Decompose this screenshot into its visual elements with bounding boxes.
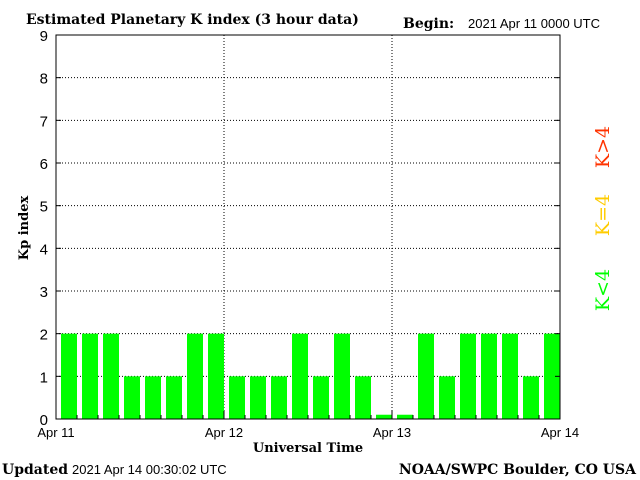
x-tick-labels: Apr 11 Apr 12 Apr 13 Apr 14 [37, 425, 579, 440]
y-tick-label: 4 [40, 241, 48, 258]
kp-bar [376, 414, 392, 419]
kp-bar [397, 414, 413, 419]
source-credit: NOAA/SWPC Boulder, CO USA [399, 462, 637, 478]
x-axis-label: Universal Time [253, 441, 363, 456]
kp-bar [124, 376, 140, 419]
updated-label: Updated [2, 462, 68, 478]
y-tick-labels: 0 1 2 3 4 5 6 7 8 9 [40, 28, 48, 429]
kp-bar [208, 333, 224, 419]
y-tick-label: 8 [40, 71, 48, 88]
kp-bar [355, 376, 371, 419]
legend-k-below-4: K<4 [592, 269, 614, 311]
x-tick-label: Apr 13 [373, 425, 411, 440]
kp-bar [229, 376, 245, 419]
legend-k-equal-4: K=4 [592, 194, 614, 236]
y-tick-label: 2 [40, 327, 48, 344]
begin-label: Begin: [403, 16, 454, 32]
kp-bar [313, 376, 329, 419]
kp-bar [544, 333, 560, 419]
updated-value: 2021 Apr 14 00:30:02 UTC [72, 462, 227, 477]
kp-bar [460, 333, 476, 419]
kp-bar [481, 333, 497, 419]
y-tick-label: 5 [40, 199, 48, 216]
kp-bar [250, 376, 266, 419]
plot-frame [55, 34, 561, 420]
kp-bar [418, 333, 434, 419]
y-tick-label: 7 [40, 113, 48, 130]
y-tick-label: 0 [40, 412, 48, 429]
bars [61, 333, 560, 419]
kp-bar [61, 333, 77, 419]
kp-bar [334, 333, 350, 419]
kp-bar [166, 376, 182, 419]
x-tick-label: Apr 12 [205, 425, 243, 440]
x-tick-label: Apr 14 [541, 425, 579, 440]
kp-bar [502, 333, 518, 419]
kp-bar [439, 376, 455, 419]
kp-bar [145, 376, 161, 419]
legend-k-above-4: K>4 [592, 126, 614, 168]
y-tick-label: 1 [40, 369, 48, 386]
kp-bar [271, 376, 287, 419]
kp-bar [523, 376, 539, 419]
kp-bar [103, 333, 119, 419]
chart-title: Estimated Planetary K index (3 hour data… [26, 12, 359, 28]
kp-bar [82, 333, 98, 419]
y-tick-label: 6 [40, 156, 48, 173]
x-tick-label: Apr 11 [37, 425, 74, 440]
kp-bar [187, 333, 203, 419]
begin-value: 2021 Apr 11 0000 UTC [468, 16, 600, 31]
grid-lines [56, 35, 560, 419]
y-tick-label: 3 [40, 284, 48, 301]
kp-bar [292, 333, 308, 419]
y-tick-label: 9 [40, 28, 48, 45]
y-axis-label: Kp index [17, 196, 32, 261]
